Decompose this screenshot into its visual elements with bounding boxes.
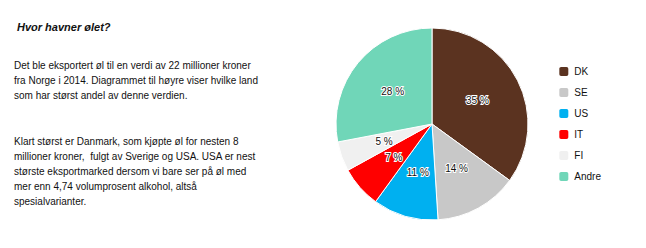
svg-text:fra Norge i 2014. Diagrammet t: fra Norge i 2014. Diagrammet til høyre v…	[14, 75, 258, 86]
svg-text:største eksportmarked dersom v: største eksportmarked dersom vi bare ser…	[14, 166, 246, 177]
svg-text:millioner kroner, fulgt av Sv: millioner kroner, fulgt av Sverige og US…	[14, 151, 255, 162]
svg-text:5 %: 5 %	[375, 136, 392, 147]
svg-text:FI: FI	[574, 150, 583, 161]
svg-text:Hvor havner ølet?: Hvor havner ølet?	[17, 21, 111, 33]
svg-text:35 %: 35 %	[466, 95, 489, 106]
svg-text:mer enn 4,74 volumprosent alko: mer enn 4,74 volumprosent alkohol, altså	[14, 181, 197, 192]
svg-text:Klart størst er Danmark, som k: Klart størst er Danmark, som kjøpte øl f…	[14, 136, 239, 147]
svg-text:IT: IT	[574, 129, 583, 140]
svg-text:som har størst andel av denne: som har størst andel av denne verdien.	[14, 90, 187, 101]
svg-text:11 %: 11 %	[407, 167, 429, 178]
svg-text:DK: DK	[574, 66, 588, 77]
svg-text:Det ble eksportert øl til en v: Det ble eksportert øl til en verdi av 22…	[14, 60, 251, 71]
svg-text:spesialvarianter.: spesialvarianter.	[14, 196, 86, 207]
svg-text:SE: SE	[574, 87, 588, 98]
svg-text:14 %: 14 %	[445, 163, 468, 174]
svg-text:28 %: 28 %	[381, 86, 404, 97]
svg-text:7 %: 7 %	[385, 152, 402, 163]
svg-text:US: US	[574, 108, 588, 119]
svg-text:Andre: Andre	[574, 171, 601, 182]
